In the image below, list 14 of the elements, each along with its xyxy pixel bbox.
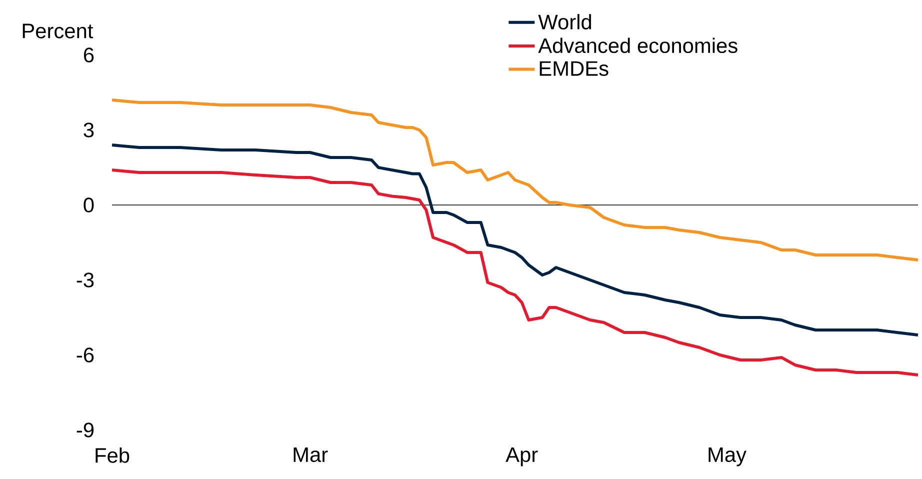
x-tick-label: Apr [506, 447, 538, 466]
y-tick-label: 3 [84, 122, 94, 138]
y-tick-label: -9 [76, 422, 94, 438]
y-tick-label: -6 [76, 348, 94, 362]
y-tick-label: 6 [84, 48, 94, 62]
legend-label: World [538, 14, 592, 30]
x-tick-label: May [708, 447, 746, 466]
y-axis-title: Percent [22, 24, 94, 38]
legend-label: Advanced economies [538, 38, 738, 54]
y-tick-label: -3 [76, 272, 94, 288]
x-tick-label: Mar [294, 447, 328, 462]
y-tick-label: 0 [84, 198, 94, 212]
x-tick-label: Feb [96, 447, 130, 463]
legend-label: EMDEs [540, 61, 608, 76]
